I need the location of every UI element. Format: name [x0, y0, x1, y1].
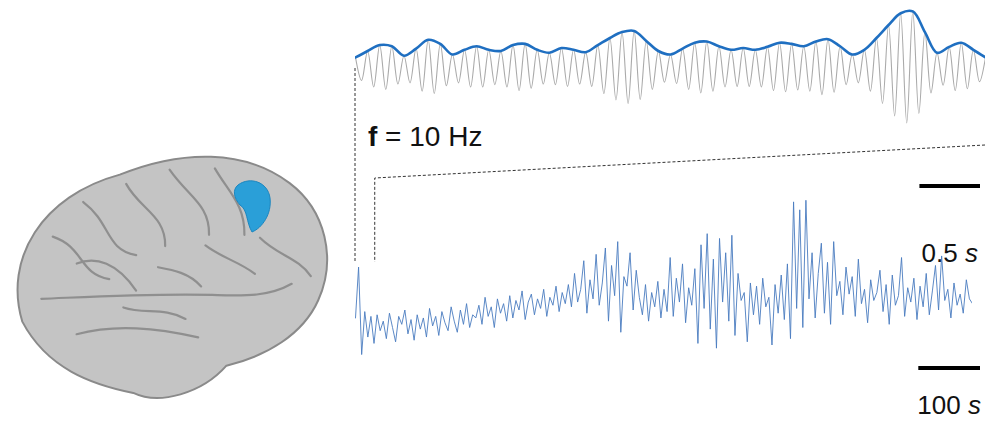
svg-text:0.5 s: 0.5 s — [922, 238, 978, 268]
svg-text:100 s: 100 s — [917, 390, 981, 420]
svg-text:f = 10 Hz: f = 10 Hz — [368, 121, 482, 152]
